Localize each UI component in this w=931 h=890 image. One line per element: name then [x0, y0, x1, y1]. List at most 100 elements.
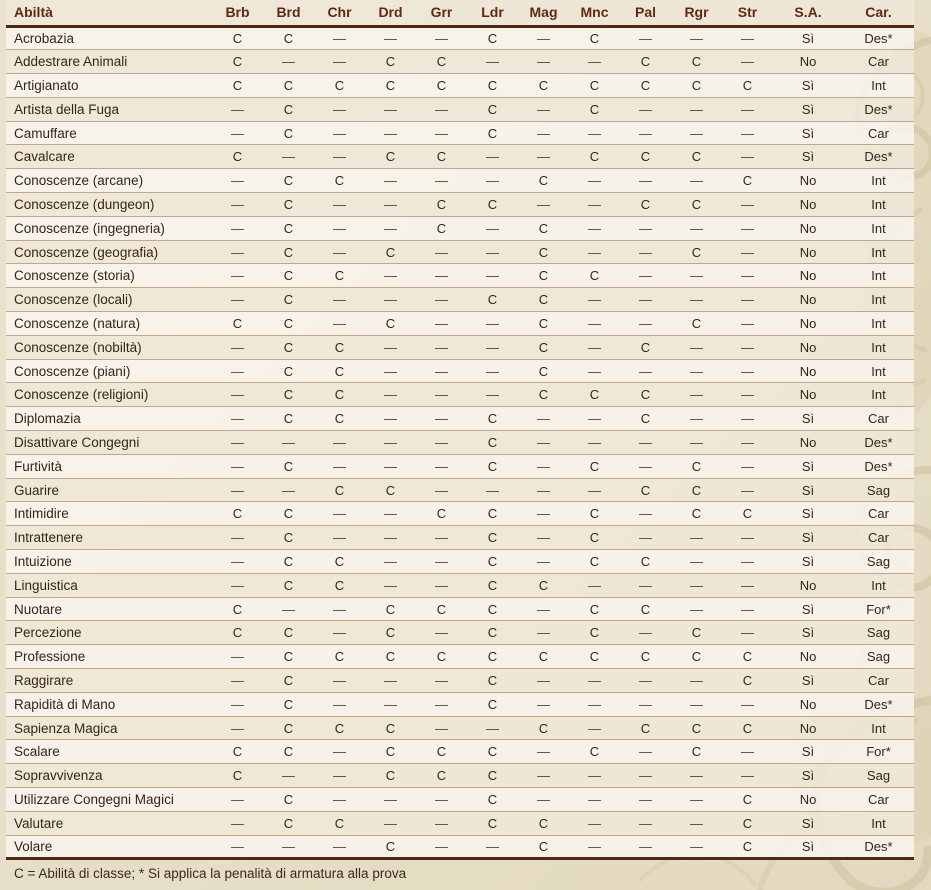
class-skill-mark-cell: — [231, 838, 244, 854]
skill-name-cell: Addestrare Animali [14, 54, 128, 70]
class-skill-mark-cell: C [487, 791, 498, 807]
class-skill-mark-cell: — [690, 268, 703, 284]
class-skill-mark-cell: C [691, 649, 702, 665]
class-skill-mark-cell: — [741, 30, 754, 46]
class-skill-mark-cell: — [333, 196, 346, 212]
key-ability-cell: Car [868, 791, 889, 807]
table-body: Acrobazia C C — — — C — C — — — Sì Des* Addestrare Ani… [6, 26, 914, 859]
class-skill-mark-cell: — [231, 173, 244, 189]
column-header-drd: Drd [378, 4, 403, 21]
class-skill-mark-cell: C [640, 387, 651, 403]
key-ability-cell: Des* [864, 838, 893, 854]
class-skill-mark-cell: C [691, 625, 702, 641]
class-skill-mark-cell: — [333, 625, 346, 641]
class-skill-mark-cell: C [283, 458, 294, 474]
class-skill-mark-cell: C [742, 791, 753, 807]
column-header-car: Car. [865, 4, 892, 21]
class-skill-mark-cell: — [435, 838, 448, 854]
class-skill-mark-cell: — [690, 411, 703, 427]
key-ability-cell: Int [871, 77, 886, 93]
class-skill-mark-cell: C [334, 268, 345, 284]
untrained-use-cell: No [799, 244, 817, 260]
key-ability-cell: Int [871, 720, 886, 736]
skill-name-cell: Artista della Fuga [14, 101, 120, 117]
class-skill-mark-cell: — [333, 292, 346, 308]
class-skill-mark-cell: — [231, 387, 244, 403]
table-row: Disattivare Congegni — — — — — C — — — — — No Des* [6, 430, 914, 455]
class-skill-mark-cell: — [690, 434, 703, 450]
class-skill-mark-cell: — [333, 696, 346, 712]
class-skill-mark-cell: — [435, 387, 448, 403]
class-skill-mark-cell: — [639, 434, 652, 450]
class-skill-mark-cell: — [231, 101, 244, 117]
untrained-use-cell: Sì [801, 625, 815, 641]
class-skill-mark-cell: — [384, 696, 397, 712]
skill-name-cell: Diplomazia [14, 411, 81, 427]
class-skill-mark-cell: — [231, 672, 244, 688]
class-skill-mark-cell: C [487, 506, 498, 522]
class-skill-mark-cell: C [487, 744, 498, 760]
class-skill-mark-cell: — [486, 339, 499, 355]
class-skill-mark-cell: — [486, 315, 499, 331]
class-skill-mark-cell: — [435, 482, 448, 498]
class-skill-mark-cell: — [690, 220, 703, 236]
class-skill-mark-cell: — [384, 173, 397, 189]
class-skill-mark-cell: C [283, 196, 294, 212]
class-skill-mark-cell: — [537, 601, 550, 617]
class-skill-mark-cell: — [741, 387, 754, 403]
untrained-use-cell: No [799, 387, 817, 403]
class-skill-mark-cell: — [741, 482, 754, 498]
class-skill-mark-cell: — [384, 791, 397, 807]
class-skill-mark-cell: — [231, 791, 244, 807]
skill-name-cell: Conoscenze (ingegneria) [14, 220, 165, 236]
class-skill-mark-cell: C [487, 577, 498, 593]
class-skill-mark-cell: — [486, 149, 499, 165]
class-skill-mark-cell: — [333, 125, 346, 141]
table-row: Acrobazia C C — — — C — C — — — Sì Des* [6, 26, 914, 50]
key-ability-cell: For* [866, 744, 891, 760]
class-skill-mark-cell: — [384, 339, 397, 355]
class-skill-mark-cell: — [231, 458, 244, 474]
class-skill-mark-cell: C [589, 101, 600, 117]
class-skill-mark-cell: C [691, 77, 702, 93]
class-skill-mark-cell: — [588, 411, 601, 427]
class-skill-mark-cell: — [384, 292, 397, 308]
skill-name-cell: Conoscenze (locali) [14, 292, 133, 308]
class-skill-mark-cell: — [384, 268, 397, 284]
class-skill-mark-cell: — [639, 292, 652, 308]
class-skill-mark-cell: — [639, 101, 652, 117]
class-skill-mark-cell: — [639, 815, 652, 831]
class-skill-mark-cell: — [639, 696, 652, 712]
untrained-use-cell: Sì [801, 482, 815, 498]
class-skill-mark-cell: — [384, 553, 397, 569]
class-skill-mark-cell: C [589, 387, 600, 403]
key-ability-cell: Car [868, 530, 889, 546]
key-ability-cell: Int [871, 244, 886, 260]
class-skill-mark-cell: — [690, 339, 703, 355]
class-skill-mark-cell: — [231, 434, 244, 450]
class-skill-mark-cell: C [538, 77, 549, 93]
table-legend-note: C = Abilità di classe; * Si applica la p… [14, 866, 407, 882]
table-row: Conoscenze (locali) — C — — — C C — — — — No Int [6, 287, 914, 312]
class-skill-mark-cell: — [435, 553, 448, 569]
class-skill-mark-cell: — [384, 220, 397, 236]
class-skill-mark-cell: C [538, 173, 549, 189]
class-skill-mark-cell: — [690, 791, 703, 807]
untrained-use-cell: No [799, 791, 817, 807]
class-skill-mark-cell: — [690, 292, 703, 308]
class-skill-mark-cell: C [283, 577, 294, 593]
class-skill-mark-cell: — [435, 791, 448, 807]
class-skill-mark-cell: — [384, 577, 397, 593]
class-skill-mark-cell: — [333, 672, 346, 688]
class-skill-mark-cell: — [537, 458, 550, 474]
skill-name-cell: Sapienza Magica [14, 720, 118, 736]
table-row: Guarire — — C C — — — — C C — Sì Sag [6, 478, 914, 502]
untrained-use-cell: Sì [801, 601, 815, 617]
class-skill-mark-cell: C [283, 315, 294, 331]
class-skill-mark-cell: — [639, 220, 652, 236]
class-skill-mark-cell: — [486, 173, 499, 189]
table-row: Valutare — C C — — C C — — — C Sì Int [6, 811, 914, 836]
skill-name-cell: Nuotare [14, 601, 63, 617]
class-skill-mark-cell: — [639, 363, 652, 379]
class-skill-mark-cell: C [589, 744, 600, 760]
